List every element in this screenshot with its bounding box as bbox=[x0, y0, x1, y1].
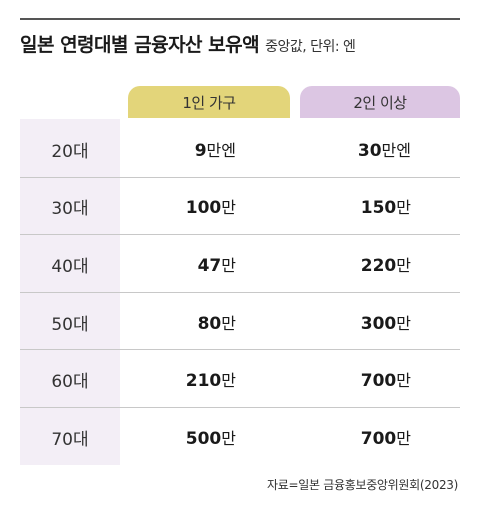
row-divider bbox=[20, 176, 460, 178]
age-label: 30대 bbox=[51, 199, 89, 220]
value-unit: 만엔 bbox=[381, 140, 411, 160]
value-number: 100 bbox=[185, 198, 222, 219]
chart-title: 일본 연령대별 금융자산 보유액 bbox=[20, 34, 260, 56]
value-unit: 만엔 bbox=[206, 140, 236, 160]
value-single-household: 100만 bbox=[186, 194, 236, 218]
value-number: 80 bbox=[197, 313, 222, 334]
value-number: 500 bbox=[185, 428, 222, 449]
value-unit: 만 bbox=[396, 256, 411, 275]
row-divider bbox=[20, 291, 460, 293]
row-divider bbox=[20, 234, 460, 236]
age-label: 40대 bbox=[51, 257, 89, 277]
source-note: 자료=일본 금융홍보중앙위원회(2023) bbox=[267, 478, 458, 492]
value-unit: 만 bbox=[396, 198, 411, 218]
value-unit: 만 bbox=[396, 428, 411, 448]
value-number: 700 bbox=[360, 428, 397, 449]
value-number: 210 bbox=[185, 371, 222, 392]
age-label: 60대 bbox=[51, 372, 89, 393]
value-number: 220 bbox=[360, 256, 397, 276]
value-number: 700 bbox=[360, 371, 397, 392]
value-single-household: 47만 bbox=[198, 252, 236, 276]
row-divider bbox=[20, 407, 460, 408]
value-unit: 만 bbox=[221, 371, 236, 391]
value-number: 47 bbox=[197, 256, 222, 276]
value-single-household: 80만 bbox=[198, 310, 236, 334]
value-number: 30 bbox=[357, 140, 382, 161]
age-label: 70대 bbox=[51, 429, 89, 450]
value-multi-household: 150만 bbox=[361, 194, 411, 218]
value-unit: 만 bbox=[221, 198, 236, 218]
top-rule bbox=[20, 18, 460, 20]
value-multi-household: 30만엔 bbox=[358, 137, 411, 161]
value-number: 150 bbox=[360, 198, 397, 219]
value-number: 300 bbox=[360, 313, 397, 334]
value-unit: 만 bbox=[396, 313, 411, 333]
age-label: 20대 bbox=[51, 141, 89, 162]
value-unit: 만 bbox=[221, 313, 236, 333]
value-unit: 만 bbox=[221, 428, 236, 448]
chart-title-row: 일본 연령대별 금융자산 보유액 중앙값, 단위: 엔 bbox=[20, 30, 356, 57]
value-multi-household: 700만 bbox=[361, 425, 411, 449]
value-unit: 만 bbox=[396, 371, 411, 391]
value-multi-household: 220만 bbox=[361, 252, 411, 276]
value-number: 9 bbox=[194, 140, 207, 161]
value-unit: 만 bbox=[221, 256, 236, 275]
value-multi-household: 300만 bbox=[361, 310, 411, 334]
age-label: 50대 bbox=[51, 314, 89, 335]
value-multi-household: 700만 bbox=[361, 367, 411, 391]
column-header-single-household: 1인 가구 bbox=[128, 86, 290, 118]
value-single-household: 210만 bbox=[186, 367, 236, 391]
column-header-multi-household: 2인 이상 bbox=[300, 86, 460, 118]
value-single-household: 9만엔 bbox=[195, 137, 236, 161]
chart-subtitle: 중앙값, 단위: 엔 bbox=[265, 39, 356, 55]
row-divider bbox=[20, 349, 460, 351]
value-single-household: 500만 bbox=[186, 425, 236, 449]
